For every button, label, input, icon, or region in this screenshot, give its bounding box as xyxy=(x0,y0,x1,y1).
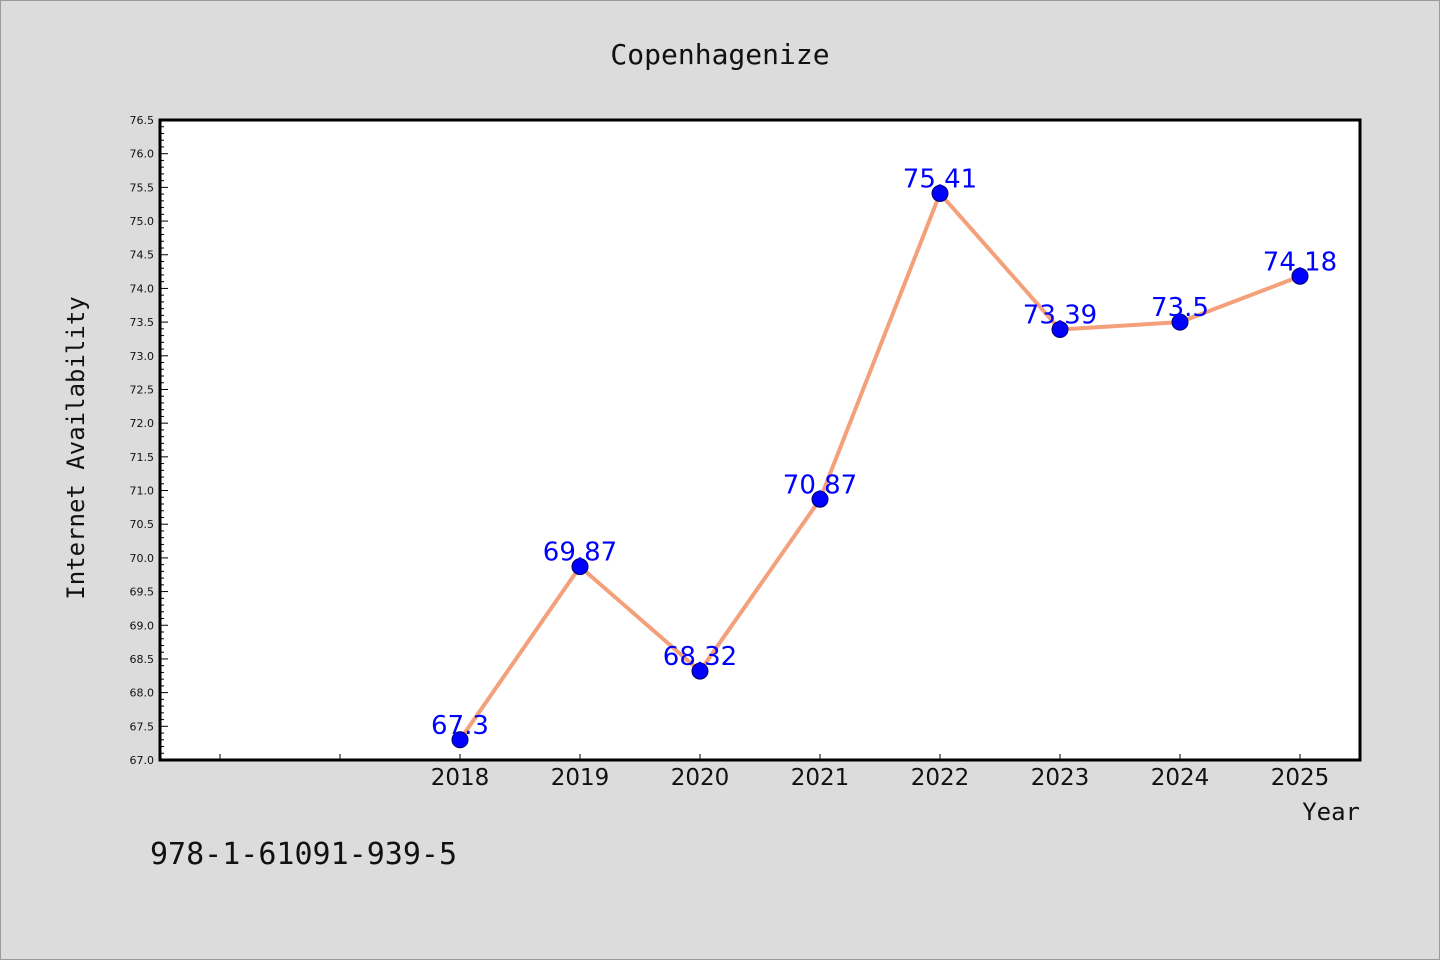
y-axis-label: Internet Availability xyxy=(62,296,90,599)
data-label: 69.87 xyxy=(543,538,617,568)
x-tick-label: 2020 xyxy=(671,765,730,791)
x-tick-label: 2021 xyxy=(791,765,850,791)
y-tick-label: 73.5 xyxy=(130,316,155,329)
x-tick-label: 2025 xyxy=(1271,765,1330,791)
isbn-code: 978-1-61091-939-5 xyxy=(150,837,457,872)
x-tick-label: 2018 xyxy=(431,765,490,791)
y-tick-label: 69.5 xyxy=(130,586,155,599)
plot-area xyxy=(158,118,1362,762)
x-tick-label: 2019 xyxy=(551,765,610,791)
y-tick-label: 71.0 xyxy=(130,485,155,498)
y-tick-label: 67.5 xyxy=(130,720,155,733)
data-label: 73.39 xyxy=(1023,301,1097,331)
x-tick-label: 2023 xyxy=(1031,765,1090,791)
data-point-marker xyxy=(931,184,949,202)
y-tick-label: 76.0 xyxy=(130,148,155,161)
y-tick-label: 75.5 xyxy=(130,181,155,194)
data-point-marker xyxy=(1171,313,1189,331)
y-tick-label: 76.5 xyxy=(130,114,155,127)
y-tick-label: 72.0 xyxy=(130,417,155,430)
data-label: 68.32 xyxy=(663,642,737,672)
data-label: 70.87 xyxy=(783,470,857,500)
data-point-marker xyxy=(1291,267,1309,285)
y-axis-ticks: 67.0 67.5 68.0 68.5 69.0 69.5 70.0 70.5 71.0 71.5… xyxy=(130,114,168,767)
y-tick-label: 70.0 xyxy=(130,552,155,565)
data-point-marker xyxy=(691,662,709,680)
x-tick-label: 2022 xyxy=(911,765,970,791)
y-tick-label: 72.5 xyxy=(130,383,155,396)
series-line xyxy=(458,191,1302,742)
y-tick-label: 67.0 xyxy=(130,754,155,767)
data-label: 75.41 xyxy=(903,164,977,194)
chart-title: Copenhagenize xyxy=(610,38,829,71)
x-axis-ticks: 2018 2019 2020 2021 2022 2023 2024 2025 xyxy=(219,754,1330,791)
data-label: 73.5 xyxy=(1151,293,1209,323)
x-axis-label: Year xyxy=(1302,798,1360,826)
y-tick-label: 74.0 xyxy=(130,282,155,295)
series-layer: 67.3 69.87 68.32 70.87 75.41 73.39 73.5 74.18 xyxy=(431,164,1337,749)
data-point-marker xyxy=(451,731,469,749)
x-tick-label: 2024 xyxy=(1151,765,1210,791)
data-point-marker xyxy=(571,558,589,576)
y-tick-label: 70.5 xyxy=(130,518,155,531)
y-tick-label: 68.5 xyxy=(130,653,155,666)
data-label: 74.18 xyxy=(1263,247,1337,277)
y-tick-label: 73.0 xyxy=(130,350,155,363)
y-tick-label: 68.0 xyxy=(130,687,155,700)
y-tick-label: 74.5 xyxy=(130,249,155,262)
data-label: 67.3 xyxy=(431,711,489,741)
data-point-marker xyxy=(1051,321,1069,339)
y-tick-label: 75.0 xyxy=(130,215,155,228)
y-tick-label: 71.5 xyxy=(130,451,155,464)
y-tick-label: 69.0 xyxy=(130,619,155,632)
data-point-marker xyxy=(811,490,829,508)
